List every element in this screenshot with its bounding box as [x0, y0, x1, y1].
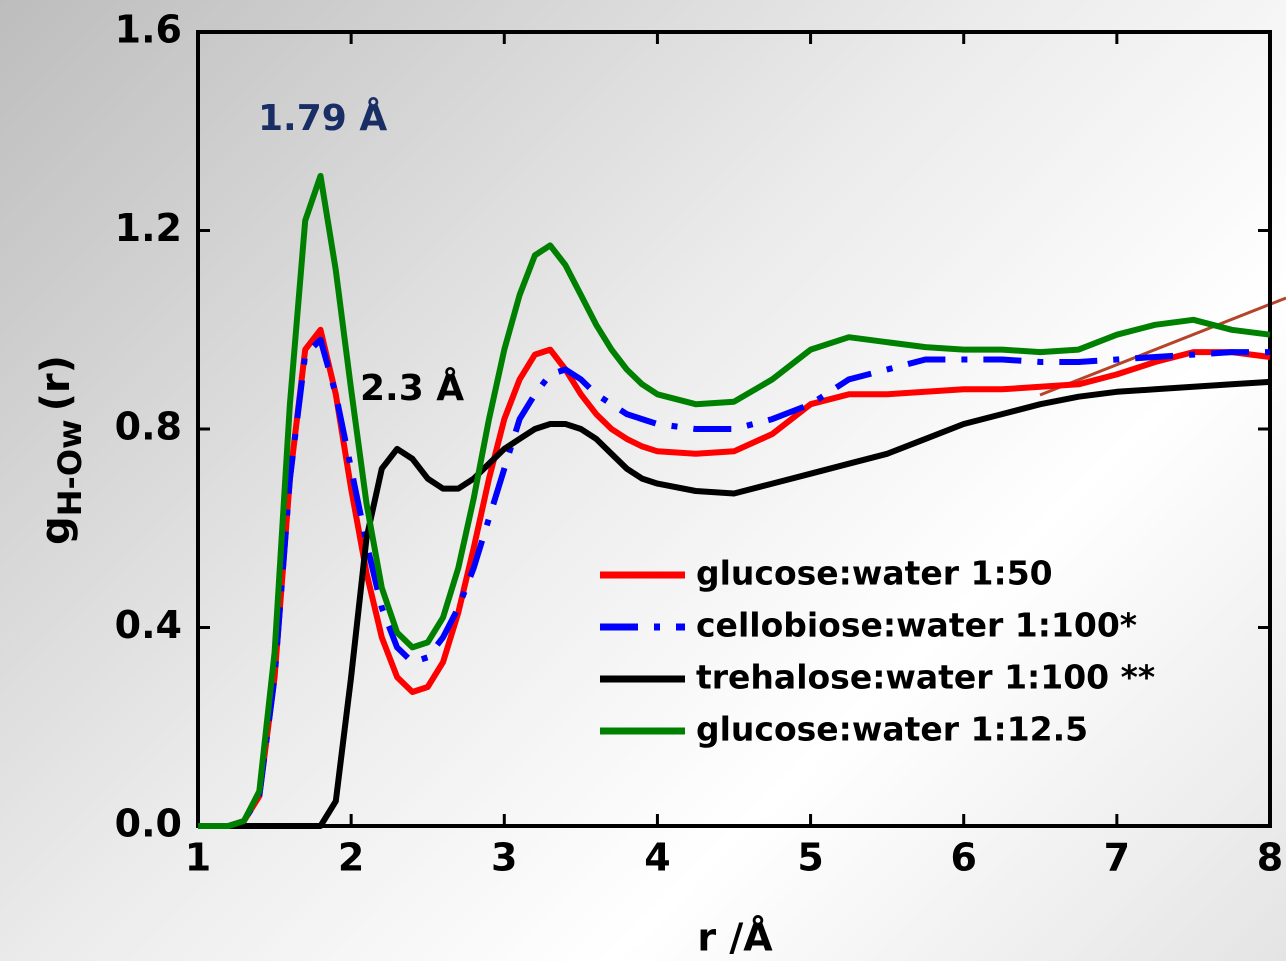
series-line	[198, 336, 1270, 829]
x-tick-label: 1	[185, 836, 211, 880]
x-tick-label: 4	[644, 836, 670, 880]
series-line	[198, 172, 1271, 829]
series-line	[198, 326, 1271, 829]
legend-label: cellobiose:water 1:100*	[696, 606, 1137, 645]
x-tick-label: 5	[797, 836, 823, 880]
decor-line	[1039, 296, 1286, 397]
y-tick-label: 0.0	[115, 802, 182, 846]
legend-label: glucose:water 1:50	[696, 554, 1053, 593]
annotation: 2.3 Å	[360, 367, 464, 409]
annotation: 1.79 Å	[258, 97, 387, 139]
y-tick-label: 1.2	[115, 206, 182, 250]
legend-label: trehalose:water 1:100 **	[696, 658, 1155, 697]
y-label-sub: H-Ow	[51, 419, 89, 516]
y-label-main: g	[33, 516, 79, 545]
y-axis-label: gH-Ow (r)	[33, 355, 89, 545]
y-label-suffix: (r)	[33, 355, 79, 411]
x-tick-label: 2	[338, 836, 364, 880]
legend-label: glucose:water 1:12.5	[696, 710, 1088, 749]
x-tick-label: 3	[491, 836, 517, 880]
y-tick-label: 0.8	[115, 405, 182, 449]
x-tick-label: 6	[950, 836, 976, 880]
x-tick-label: 7	[1104, 836, 1130, 880]
x-axis-label: r /Å	[697, 916, 773, 960]
y-tick-label: 0.4	[115, 603, 182, 647]
series-line	[198, 378, 1271, 829]
x-tick-label: 8	[1257, 836, 1283, 880]
y-tick-label: 1.6	[115, 8, 182, 52]
